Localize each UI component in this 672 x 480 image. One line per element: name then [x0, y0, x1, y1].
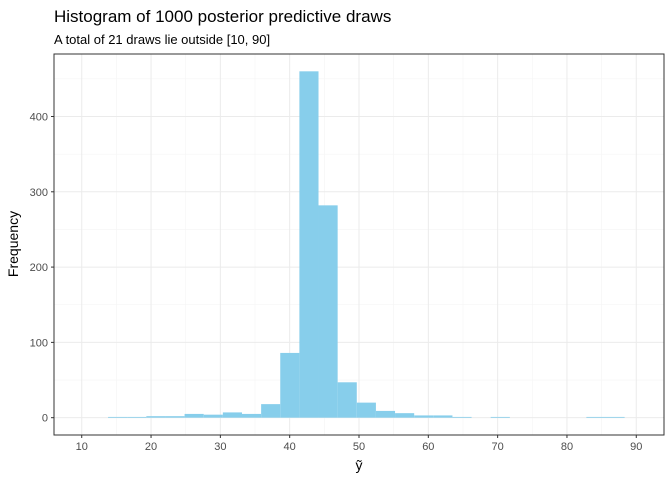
x-axis: 10 20 30 40 50 60 70 80 90: [76, 435, 642, 453]
histogram-bar: [586, 416, 606, 418]
histogram-bar: [203, 414, 223, 418]
y-tick-label: 400: [30, 111, 48, 123]
histogram-bar: [375, 410, 396, 418]
y-tick-label: 200: [30, 262, 48, 274]
x-tick-label: 50: [353, 441, 365, 453]
x-axis-title: ỹ: [356, 457, 363, 473]
histogram-bar: [127, 416, 147, 418]
x-tick-label: 20: [145, 441, 157, 453]
y-tick-label: 0: [42, 413, 48, 425]
histogram-bar: [299, 71, 319, 418]
histogram-bar: [395, 413, 415, 418]
histogram-bar: [356, 402, 376, 418]
x-tick-label: 90: [630, 441, 642, 453]
x-tick-label: 60: [422, 441, 434, 453]
y-tick-label: 100: [30, 337, 48, 349]
grid-lines: [54, 54, 664, 435]
histogram-bar: [222, 412, 242, 418]
histogram-bar: [414, 415, 434, 418]
histogram-bar: [605, 416, 625, 418]
histogram-bar: [318, 205, 338, 418]
histogram-bar: [241, 413, 262, 418]
histogram-bar: [433, 415, 453, 418]
x-tick-label: 80: [561, 441, 573, 453]
histogram-bar: [261, 404, 281, 418]
histogram-bar: [490, 416, 510, 418]
chart-title: Histogram of 1000 posterior predictive d…: [54, 7, 391, 26]
histogram-bar: [337, 382, 357, 418]
histogram-bars: [108, 71, 625, 418]
x-tick-label: 40: [284, 441, 296, 453]
histogram-bar: [165, 416, 185, 418]
histogram-bar: [108, 416, 128, 418]
histogram-bar: [452, 416, 472, 418]
y-tick-label: 300: [30, 187, 48, 199]
y-axis-title: Frequency: [5, 211, 21, 277]
histogram-bar: [184, 413, 204, 418]
x-tick-label: 10: [76, 441, 88, 453]
x-tick-label: 70: [492, 441, 504, 453]
x-tick-label: 30: [214, 441, 226, 453]
y-axis: 0 100 200 300 400: [30, 111, 54, 425]
histogram-bar: [146, 416, 166, 418]
histogram-bar: [280, 352, 300, 418]
chart-subtitle: A total of 21 draws lie outside [10, 90]: [54, 32, 270, 47]
